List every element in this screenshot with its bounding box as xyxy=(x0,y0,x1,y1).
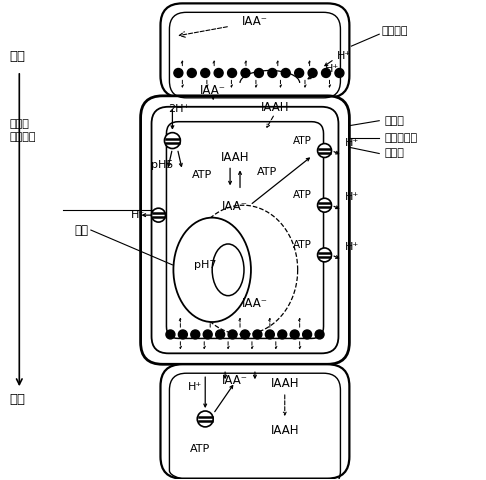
Circle shape xyxy=(164,132,180,148)
Text: ATP: ATP xyxy=(190,444,210,454)
Text: H⁺: H⁺ xyxy=(345,242,359,252)
Circle shape xyxy=(268,69,277,77)
Text: H⁺: H⁺ xyxy=(188,382,202,392)
Circle shape xyxy=(227,69,237,77)
Text: IAAH: IAAH xyxy=(271,424,299,437)
Text: 细胞膜: 细胞膜 xyxy=(384,148,404,158)
FancyBboxPatch shape xyxy=(160,364,349,479)
Text: 基部: 基部 xyxy=(9,393,25,406)
Circle shape xyxy=(241,69,250,77)
Circle shape xyxy=(317,198,331,212)
Text: 输出载体: 输出载体 xyxy=(381,26,408,36)
Text: pH7: pH7 xyxy=(194,260,216,270)
Text: IAAH: IAAH xyxy=(221,151,249,164)
Circle shape xyxy=(253,330,262,339)
Circle shape xyxy=(201,69,209,77)
Text: 2H⁺: 2H⁺ xyxy=(168,104,189,114)
Circle shape xyxy=(290,330,299,339)
Text: ATP: ATP xyxy=(192,170,212,180)
Circle shape xyxy=(265,330,274,339)
Text: ATP: ATP xyxy=(293,136,312,145)
Text: 液泡: 液泡 xyxy=(75,224,89,237)
Text: ATP: ATP xyxy=(257,168,277,178)
Text: IAA⁻: IAA⁻ xyxy=(222,374,248,387)
Text: H⁺: H⁺ xyxy=(336,51,351,61)
Text: H⁺: H⁺ xyxy=(131,210,146,220)
Circle shape xyxy=(317,144,331,157)
Circle shape xyxy=(255,69,263,77)
Ellipse shape xyxy=(212,244,244,296)
Text: IAA⁻: IAA⁻ xyxy=(242,15,268,28)
Ellipse shape xyxy=(174,217,251,322)
Circle shape xyxy=(315,330,324,339)
Circle shape xyxy=(178,330,187,339)
Text: H⁺: H⁺ xyxy=(325,64,339,74)
Circle shape xyxy=(335,69,344,77)
Circle shape xyxy=(308,69,317,77)
Text: IAA⁻: IAA⁻ xyxy=(200,84,226,97)
Circle shape xyxy=(216,330,225,339)
Text: 生长素
输入载体: 生长素 输入载体 xyxy=(9,119,36,142)
Text: ATP: ATP xyxy=(293,240,312,250)
Circle shape xyxy=(197,411,213,427)
Circle shape xyxy=(303,330,312,339)
Circle shape xyxy=(214,69,223,77)
Text: 细胞壁: 细胞壁 xyxy=(384,116,404,126)
Circle shape xyxy=(228,330,237,339)
Text: 顶部: 顶部 xyxy=(9,49,25,62)
FancyBboxPatch shape xyxy=(160,3,349,98)
Circle shape xyxy=(166,330,175,339)
Text: 细胞质基质: 细胞质基质 xyxy=(384,132,417,143)
Circle shape xyxy=(281,69,290,77)
Text: H⁺: H⁺ xyxy=(345,192,359,202)
Text: IAAH: IAAH xyxy=(260,101,289,114)
Circle shape xyxy=(317,248,331,262)
Circle shape xyxy=(174,69,183,77)
Circle shape xyxy=(187,69,196,77)
Text: pH5: pH5 xyxy=(151,160,174,170)
Circle shape xyxy=(278,330,287,339)
Text: H⁺: H⁺ xyxy=(345,138,359,147)
FancyBboxPatch shape xyxy=(140,96,349,364)
Circle shape xyxy=(203,330,212,339)
Circle shape xyxy=(295,69,304,77)
Text: ATP: ATP xyxy=(293,190,312,200)
Circle shape xyxy=(322,69,330,77)
Circle shape xyxy=(152,208,165,222)
Circle shape xyxy=(241,330,249,339)
Text: IAA⁻: IAA⁻ xyxy=(222,200,248,213)
Text: IAA⁻: IAA⁻ xyxy=(242,297,268,310)
Circle shape xyxy=(191,330,200,339)
Text: IAAH: IAAH xyxy=(271,377,299,390)
